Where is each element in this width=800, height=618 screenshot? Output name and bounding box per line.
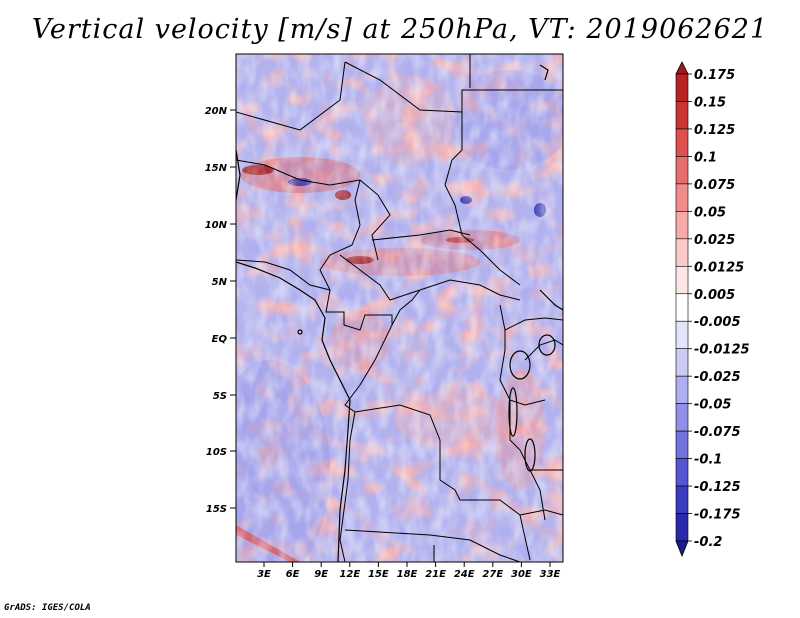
coastlines (236, 64, 563, 562)
lat-label: 5S (213, 391, 227, 402)
colorbar-label: -0.125 (694, 480, 741, 495)
lon-label: 18E (397, 569, 418, 580)
colorbar-label: -0.2 (694, 535, 722, 550)
lat-label: 15S (206, 504, 227, 515)
colorbar-label: -0.1 (694, 453, 722, 468)
colorbar-box (675, 101, 689, 130)
lon-label: 3E (257, 569, 271, 580)
lon-label: 30E (511, 569, 532, 580)
colorbar-box (675, 348, 689, 377)
colorbar-label: -0.0125 (694, 343, 750, 358)
lon-label: 27E (482, 569, 503, 580)
colorbar-label: -0.075 (694, 425, 741, 440)
colorbar-box (675, 265, 689, 295)
lon-label: 12E (339, 569, 360, 580)
colorbar-box (675, 403, 689, 432)
colorbar-label: 0.125 (694, 123, 735, 138)
colorbar-label: 0.15 (694, 95, 726, 110)
colorbar-box (675, 128, 689, 157)
colorbar-label: 0.005 (694, 288, 735, 303)
lat-label: 10S (206, 447, 227, 458)
map-frame (235, 53, 564, 563)
colorbar-top-arrow (675, 61, 689, 75)
latitude-axis: 20N 15N 10N 5N EQ 5S 10S 15S (205, 106, 236, 515)
colorbar-box (675, 430, 689, 459)
lon-label: 6E (286, 569, 300, 580)
lat-label: EQ (212, 334, 228, 345)
colorbar-label: -0.025 (694, 370, 741, 385)
colorbar-box (675, 73, 689, 102)
colorbar-label: 0.175 (694, 68, 735, 83)
map-title: Vertical velocity [m/s] at 250hPa, VT: 2… (31, 14, 769, 45)
colorbar-label: -0.05 (694, 398, 731, 413)
colorbar-label: 0.025 (694, 233, 735, 248)
country-boundaries (236, 54, 563, 562)
lon-label: 33E (540, 569, 561, 580)
colorbar-label: 0.0125 (694, 260, 744, 275)
lon-label: 9E (314, 569, 328, 580)
colorbar-box (675, 293, 689, 322)
lon-label: 21E (425, 569, 446, 580)
grads-credit: GrADS: IGES/COLA (4, 603, 91, 613)
vertical-velocity-field (236, 54, 563, 562)
colorbar: 0.175 0.15 0.125 0.1 0.075 0.05 0.025 0.0125 0.0… (675, 61, 750, 558)
colorbar-box (675, 458, 689, 487)
lat-label: 10N (205, 220, 228, 231)
lat-label: 15N (205, 163, 228, 174)
longitude-axis: 3E 6E 9E 12E 15E 18E 21E 24E 27E 30E 33E (257, 562, 561, 580)
colorbar-box (675, 513, 689, 542)
colorbar-box (675, 238, 689, 267)
colorbar-label: 0.1 (694, 150, 717, 165)
lat-label: 5N (212, 277, 228, 288)
lon-label: 15E (368, 569, 389, 580)
colorbar-box (675, 320, 689, 350)
colorbar-box (675, 485, 689, 514)
colorbar-bottom-arrow (675, 540, 689, 558)
colorbar-box (675, 375, 689, 404)
lat-label: 20N (205, 106, 228, 117)
colorbar-box (675, 211, 689, 240)
colorbar-box (675, 183, 689, 212)
colorbar-label: 0.075 (694, 178, 735, 193)
lon-label: 24E (454, 569, 475, 580)
colorbar-box (675, 156, 689, 185)
colorbar-label: 0.05 (694, 205, 726, 220)
colorbar-label: -0.175 (694, 508, 741, 523)
colorbar-label: -0.005 (694, 315, 741, 330)
